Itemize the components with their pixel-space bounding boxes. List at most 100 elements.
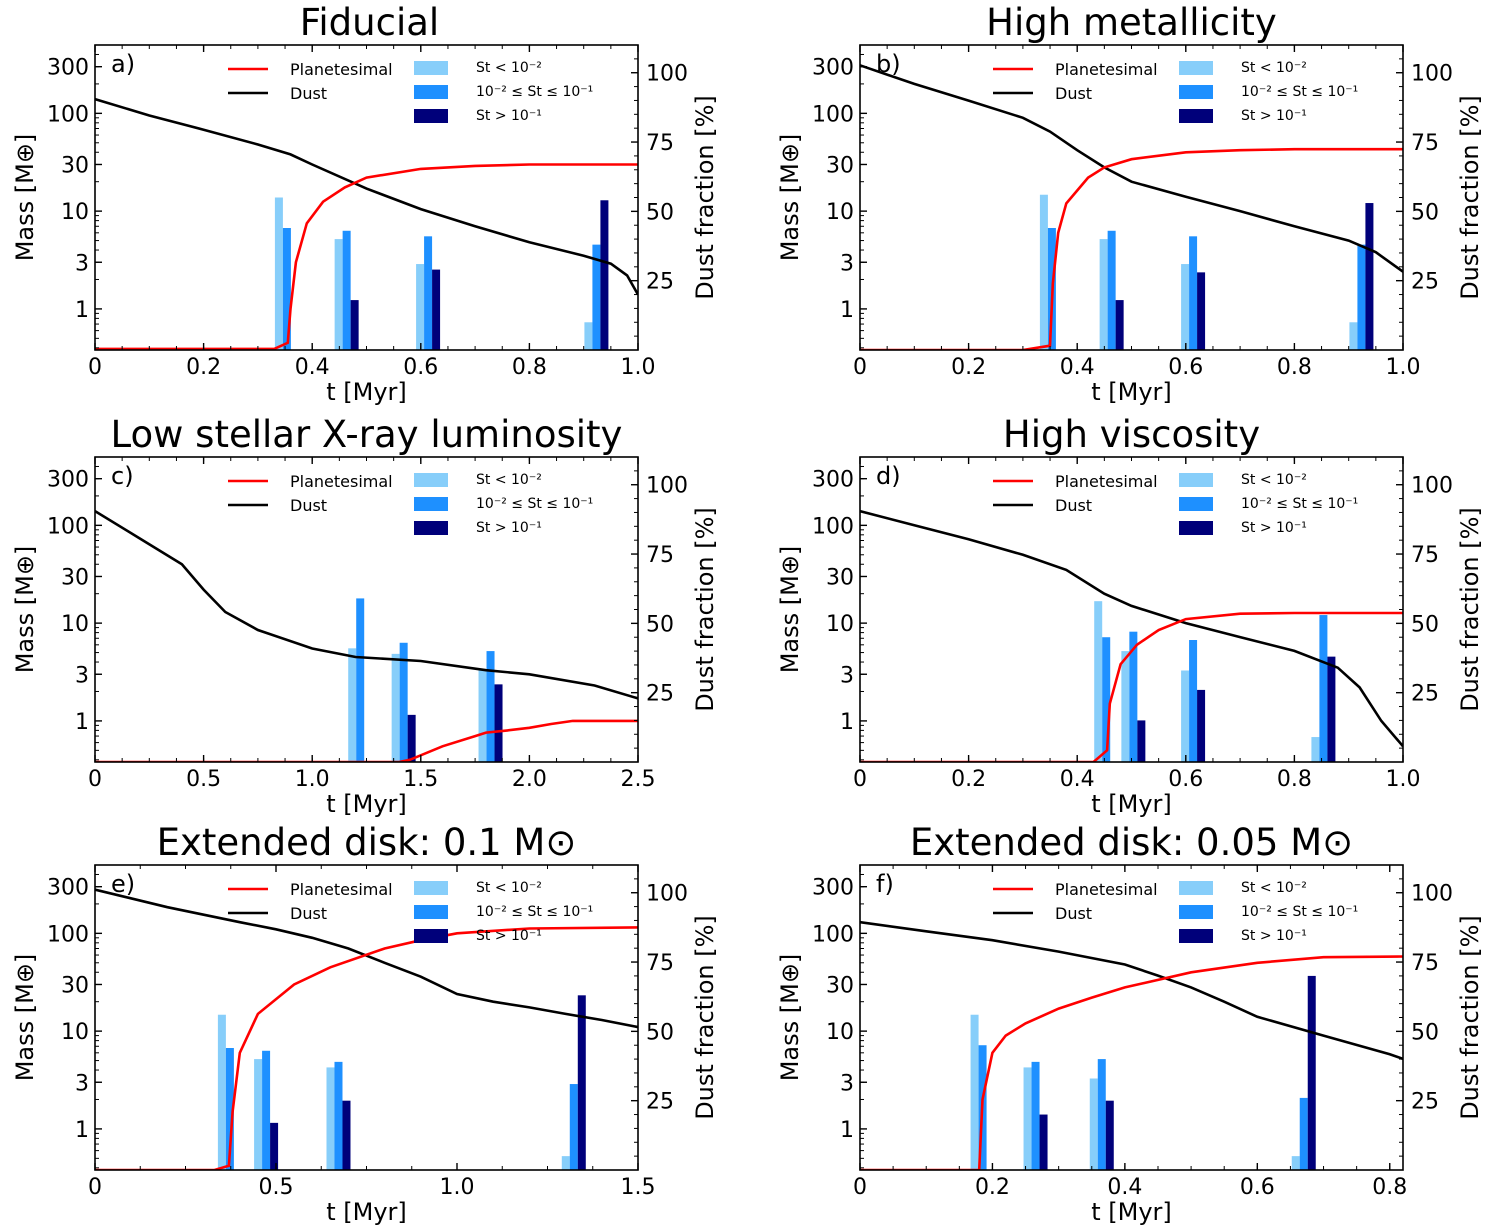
y-axis-label-left: Mass [M⊕] bbox=[11, 954, 39, 1082]
legend-planetesimal-label: Planetesimal bbox=[290, 880, 393, 899]
bar-st-low bbox=[416, 264, 425, 350]
bar-st-low bbox=[391, 653, 400, 762]
panel-d: High viscosity 0 0.2 0.4 0.6 0.8 1.0 t [Myr] 1 3 1… bbox=[776, 413, 1484, 818]
y2-tick-label: 75 bbox=[1411, 543, 1439, 568]
x-tick-label: 0 bbox=[853, 1175, 867, 1200]
bar-st-mid bbox=[1102, 637, 1111, 762]
legend-st-low-label: St < 10⁻² bbox=[1241, 472, 1307, 488]
x-tick-label: 0.6 bbox=[403, 355, 438, 380]
bar-st-high bbox=[407, 714, 416, 762]
legend-st-mid-swatch bbox=[1179, 497, 1213, 511]
legend-st-mid-label: 10⁻² ≤ St ≤ 10⁻¹ bbox=[476, 84, 593, 100]
y-tick-label: 10 bbox=[61, 612, 89, 637]
x-tick-label: 0.8 bbox=[1277, 767, 1312, 792]
legend-st-high-label: St > 10⁻¹ bbox=[476, 108, 542, 124]
y-tick-label: 100 bbox=[47, 922, 89, 947]
bar-st-low bbox=[1089, 1078, 1098, 1170]
planetesimal-line bbox=[860, 147, 1403, 350]
planetesimal-line bbox=[95, 926, 638, 1170]
y-tick-label: 300 bbox=[812, 468, 854, 493]
dust-line bbox=[95, 888, 638, 1029]
bar-st-mid bbox=[399, 642, 408, 762]
y-tick-label: 3 bbox=[75, 663, 89, 688]
y2-tick-label: 25 bbox=[646, 682, 674, 707]
bar-group bbox=[1094, 601, 1336, 762]
bar-st-high bbox=[1327, 656, 1336, 762]
panel-title: High viscosity bbox=[1003, 413, 1260, 456]
x-axis-label: t [Myr] bbox=[1091, 1198, 1172, 1226]
x-tick-label: 0.6 bbox=[1168, 767, 1203, 792]
legend-st-mid-swatch bbox=[414, 905, 448, 919]
y2-tick-label: 50 bbox=[1411, 200, 1439, 225]
x-tick-label: 1.0 bbox=[440, 1175, 475, 1200]
legend: Planetesimal Dust St < 10⁻² 10⁻² ≤ St ≤ 10⁻… bbox=[993, 60, 1358, 124]
y2-tick-label: 75 bbox=[646, 951, 674, 976]
y2-tick-label: 75 bbox=[1411, 131, 1439, 156]
bar-st-low bbox=[1121, 651, 1130, 762]
x-tick-label: 1.0 bbox=[1386, 355, 1421, 380]
legend-st-high-swatch bbox=[1179, 521, 1213, 535]
panel-title: Low stellar X-ray luminosity bbox=[111, 413, 623, 456]
bar-st-mid bbox=[1097, 1059, 1106, 1170]
x-tick-label: 0.2 bbox=[186, 355, 221, 380]
x-tick-label: 0.5 bbox=[186, 767, 221, 792]
panel-label: f) bbox=[876, 870, 894, 898]
y-tick-label: 30 bbox=[826, 973, 854, 998]
x-tick-label: 0.2 bbox=[951, 767, 986, 792]
bar-st-high bbox=[1115, 300, 1124, 350]
legend-planetesimal-label: Planetesimal bbox=[1055, 60, 1158, 79]
bar-st-low bbox=[348, 648, 357, 762]
bar-st-mid bbox=[1299, 1097, 1308, 1170]
y-tick-label: 100 bbox=[812, 514, 854, 539]
panel-title: Fiducial bbox=[300, 1, 439, 44]
legend-st-low-label: St < 10⁻² bbox=[1241, 880, 1307, 896]
x-tick-label: 2.5 bbox=[621, 767, 656, 792]
legend-st-high-swatch bbox=[1179, 109, 1213, 123]
y-tick-label: 100 bbox=[47, 514, 89, 539]
y-tick-label: 300 bbox=[47, 468, 89, 493]
bar-st-low bbox=[274, 197, 283, 350]
x-tick-label: 0 bbox=[88, 355, 102, 380]
panel-label: e) bbox=[111, 870, 135, 898]
bar-st-mid bbox=[1107, 230, 1116, 350]
legend-st-mid-swatch bbox=[414, 497, 448, 511]
legend-st-mid-label: 10⁻² ≤ St ≤ 10⁻¹ bbox=[1241, 84, 1358, 100]
line-group bbox=[860, 920, 1403, 1170]
legend-st-mid-label: 10⁻² ≤ St ≤ 10⁻¹ bbox=[1241, 904, 1358, 920]
y2-tick-label: 25 bbox=[646, 270, 674, 295]
y2-tick-label: 100 bbox=[646, 882, 688, 907]
planetesimal-line bbox=[95, 163, 638, 350]
legend-st-high-label: St > 10⁻¹ bbox=[476, 928, 542, 944]
legend-st-mid-swatch bbox=[1179, 85, 1213, 99]
bar-st-mid bbox=[424, 236, 433, 350]
y-axis-label-left: Mass [M⊕] bbox=[11, 546, 39, 674]
bar-st-high bbox=[600, 200, 609, 350]
x-tick-label: 0.8 bbox=[512, 355, 547, 380]
legend-planetesimal-label: Planetesimal bbox=[1055, 880, 1158, 899]
legend-dust-label: Dust bbox=[290, 496, 327, 515]
bar-st-mid bbox=[592, 244, 601, 350]
y-tick-label: 300 bbox=[47, 876, 89, 901]
bar-st-high bbox=[432, 269, 441, 350]
y-axis-label-right: Dust fraction [%] bbox=[1456, 507, 1484, 712]
y-tick-label: 30 bbox=[61, 565, 89, 590]
x-tick-label: 0 bbox=[88, 1175, 102, 1200]
x-tick-label: 0.4 bbox=[1107, 1175, 1142, 1200]
x-tick-label: 0 bbox=[88, 767, 102, 792]
bar-st-low bbox=[584, 322, 593, 350]
y2-tick-label: 75 bbox=[646, 131, 674, 156]
bar-st-low bbox=[1181, 670, 1190, 762]
legend-st-mid-swatch bbox=[414, 85, 448, 99]
y2-tick-label: 75 bbox=[1411, 951, 1439, 976]
legend-st-high-swatch bbox=[414, 521, 448, 535]
dust-line bbox=[860, 64, 1403, 273]
bar-st-low bbox=[217, 1014, 226, 1170]
y-tick-label: 1 bbox=[840, 1118, 854, 1143]
y-tick-label: 1 bbox=[75, 298, 89, 323]
dust-line bbox=[860, 920, 1403, 1061]
y2-tick-label: 100 bbox=[1411, 882, 1453, 907]
bar-group bbox=[1039, 194, 1374, 350]
panel-c: Low stellar X-ray luminosity 0 0.5 1.0 1.5 2.… bbox=[11, 413, 719, 818]
legend: Planetesimal Dust St < 10⁻² 10⁻² ≤ St ≤ 10⁻… bbox=[993, 880, 1358, 944]
